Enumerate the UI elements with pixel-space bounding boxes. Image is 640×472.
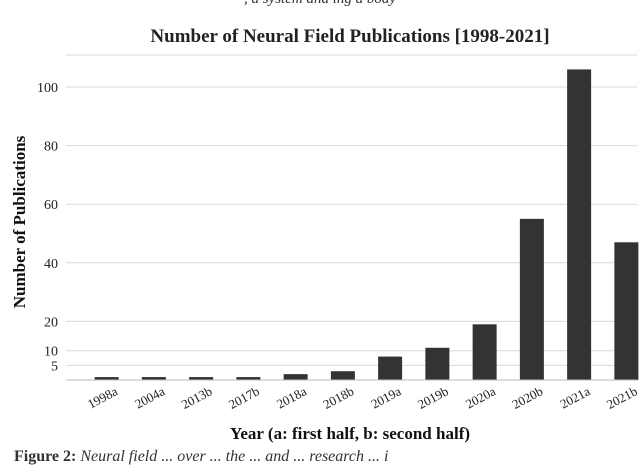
bar-2020a (472, 324, 497, 380)
x-tick-label-1998a: 1998a (85, 383, 120, 411)
y-tick-label-80: 80 (44, 140, 58, 155)
y-axis-label: Number of Publications (10, 135, 29, 308)
x-tick-label-2020a: 2020a (463, 383, 498, 411)
bar-chart: Number of Neural Field Publications [199… (10, 26, 640, 443)
x-tick-label-2019a: 2019a (368, 383, 403, 411)
y-tick-labels: 510 20 40 60 80 100 (37, 81, 58, 374)
bar-2021b (614, 242, 639, 380)
x-tick-label-2021b: 2021b (604, 383, 640, 412)
x-tick-label-2021a: 2021a (557, 383, 592, 411)
top-caption: , a system and ing a body (0, 0, 640, 8)
bar-2013b (189, 377, 214, 380)
bar-2019b (425, 347, 450, 380)
bar-2018a (283, 374, 308, 380)
x-tick-labels: 1998a 2004a 2013b 2017b 2018a 2018b 2019a 2019b… (85, 383, 640, 412)
x-tick-label-2018a: 2018a (274, 383, 309, 411)
x-tick-label-2018b: 2018b (321, 383, 357, 412)
y-tick-label-100: 100 (37, 81, 58, 96)
y-tick-label-60: 60 (44, 198, 58, 213)
bar-2018b (330, 371, 355, 380)
x-tick-label-2013b: 2013b (179, 383, 215, 412)
x-tick-label-2019b: 2019b (415, 383, 451, 412)
bar-2004a (141, 377, 166, 380)
x-axis-label: Year (a: first half, b: second half) (230, 424, 470, 443)
chart-title: Number of Neural Field Publications [199… (150, 26, 549, 47)
figure-caption-text: Neural field ... over ... the ... and ..… (76, 448, 389, 465)
figure-label: Figure 2: (14, 448, 77, 465)
x-tick-label-2020b: 2020b (510, 383, 546, 412)
bar-2021a (567, 69, 592, 381)
x-tick-label-2004a: 2004a (132, 383, 167, 411)
bar-2020b (519, 218, 544, 380)
y-tick-label-40: 40 (44, 257, 58, 272)
bars (94, 69, 639, 381)
gridlines (66, 54, 637, 366)
bar-2017b (236, 377, 261, 380)
bar-1998a (94, 377, 119, 380)
y-tick-label-20: 20 (44, 315, 58, 330)
y-tick-label-10: 10 (44, 345, 58, 360)
y-tick-label-5: 5 (51, 359, 58, 374)
bar-2019a (378, 356, 403, 380)
figure-caption: Figure 2: Neural field ... over ... the … (14, 448, 640, 466)
x-tick-label-2017b: 2017b (226, 383, 262, 412)
